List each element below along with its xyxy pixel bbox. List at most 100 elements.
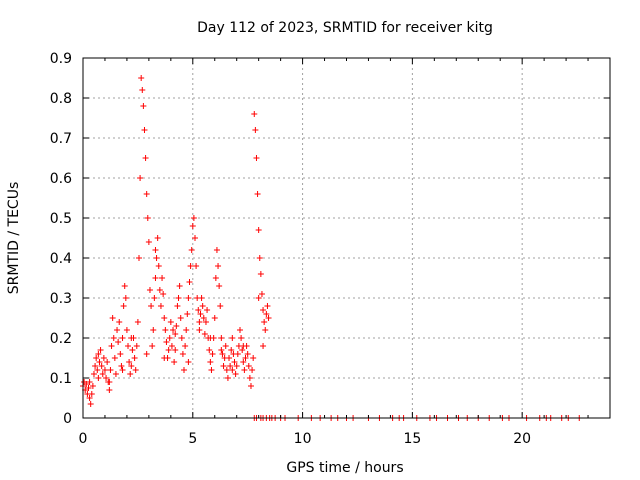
data-point [90,371,97,377]
data-point [179,351,186,357]
data-point [189,223,196,229]
data-point [145,239,152,245]
data-point [128,363,135,369]
data-point [150,327,157,333]
data-point [131,355,138,361]
data-point [133,343,140,349]
data-point [144,215,151,221]
data-point [217,303,224,309]
y-tick-label: 0.2 [50,331,72,347]
data-point [139,87,146,93]
data-point [242,355,249,361]
data-point [223,367,230,373]
data-point [127,371,134,377]
data-point [224,375,231,381]
data-point [247,383,254,389]
y-axis-ticks: 0 0.1 0.2 0.3 0.4 0.5 0.6 0.7 0.8 0.9 [50,51,610,427]
x-axis-title: GPS time / hours [286,460,403,476]
data-point [207,335,214,341]
data-point [87,401,94,407]
data-point [218,335,225,341]
data-point [162,327,169,333]
data-point [172,347,179,353]
y-tick-label: 0.8 [50,91,72,107]
data-point [115,339,122,345]
data-point [229,367,236,373]
data-point [234,351,241,357]
data-point [86,395,93,401]
data-point [199,303,206,309]
data-point [151,295,158,301]
y-tick-label: 0 [63,411,72,427]
data-point [152,275,159,281]
data-point [96,359,103,365]
data-point [89,383,96,389]
data-point [166,335,173,341]
data-point [240,359,247,365]
data-point [252,127,259,133]
data-point [263,311,270,317]
data-point [119,335,126,341]
data-point [204,307,211,313]
data-point [85,385,92,391]
data-point [212,275,219,281]
data-point [187,263,194,269]
data-point [184,311,191,317]
data-point [103,375,110,381]
data-point [141,127,148,133]
data-point [196,319,203,325]
data-point [143,351,150,357]
data-point [258,291,265,297]
data-point [93,355,100,361]
data-point [208,367,215,373]
data-point [188,247,195,253]
data-point [163,339,170,345]
data-point [253,155,260,161]
data-point [119,367,126,373]
x-tick-label: 20 [513,431,531,447]
data-point [246,375,253,381]
data-point [86,379,93,385]
data-point [98,363,105,369]
data-point [222,343,229,349]
data-point [167,319,174,325]
x-tick-label: 5 [188,431,197,447]
data-point [135,255,142,261]
data-point [251,111,258,117]
chart-title: Day 112 of 2023, SRMTID for receiver kit… [197,20,493,36]
data-point [195,307,202,313]
data-point [228,347,235,353]
data-point [177,315,184,321]
data-point [198,295,205,301]
data-point [260,343,267,349]
data-point [226,355,233,361]
data-point [240,343,247,349]
data-point [153,255,160,261]
data-point [193,263,200,269]
data-point [232,371,239,377]
data-point [173,323,180,329]
data-point [233,363,240,369]
data-point [209,351,216,357]
data-point [111,355,118,361]
data-point [157,303,164,309]
data-point [172,331,179,337]
data-point [161,355,168,361]
data-point [185,295,192,301]
data-point [101,367,108,373]
data-point [190,215,197,221]
data-point [106,387,113,393]
data-point [186,279,193,285]
y-tick-label: 0.1 [50,371,72,387]
data-point [218,347,225,353]
data-point [174,303,181,309]
data-point [148,303,155,309]
data-point [245,363,252,369]
data-point [256,255,263,261]
y-tick-label: 0.5 [50,211,72,227]
y-tick-label: 0.4 [50,251,72,267]
data-point [109,315,116,321]
data-point [138,75,145,81]
data-point [237,327,244,333]
data-point [132,367,139,373]
